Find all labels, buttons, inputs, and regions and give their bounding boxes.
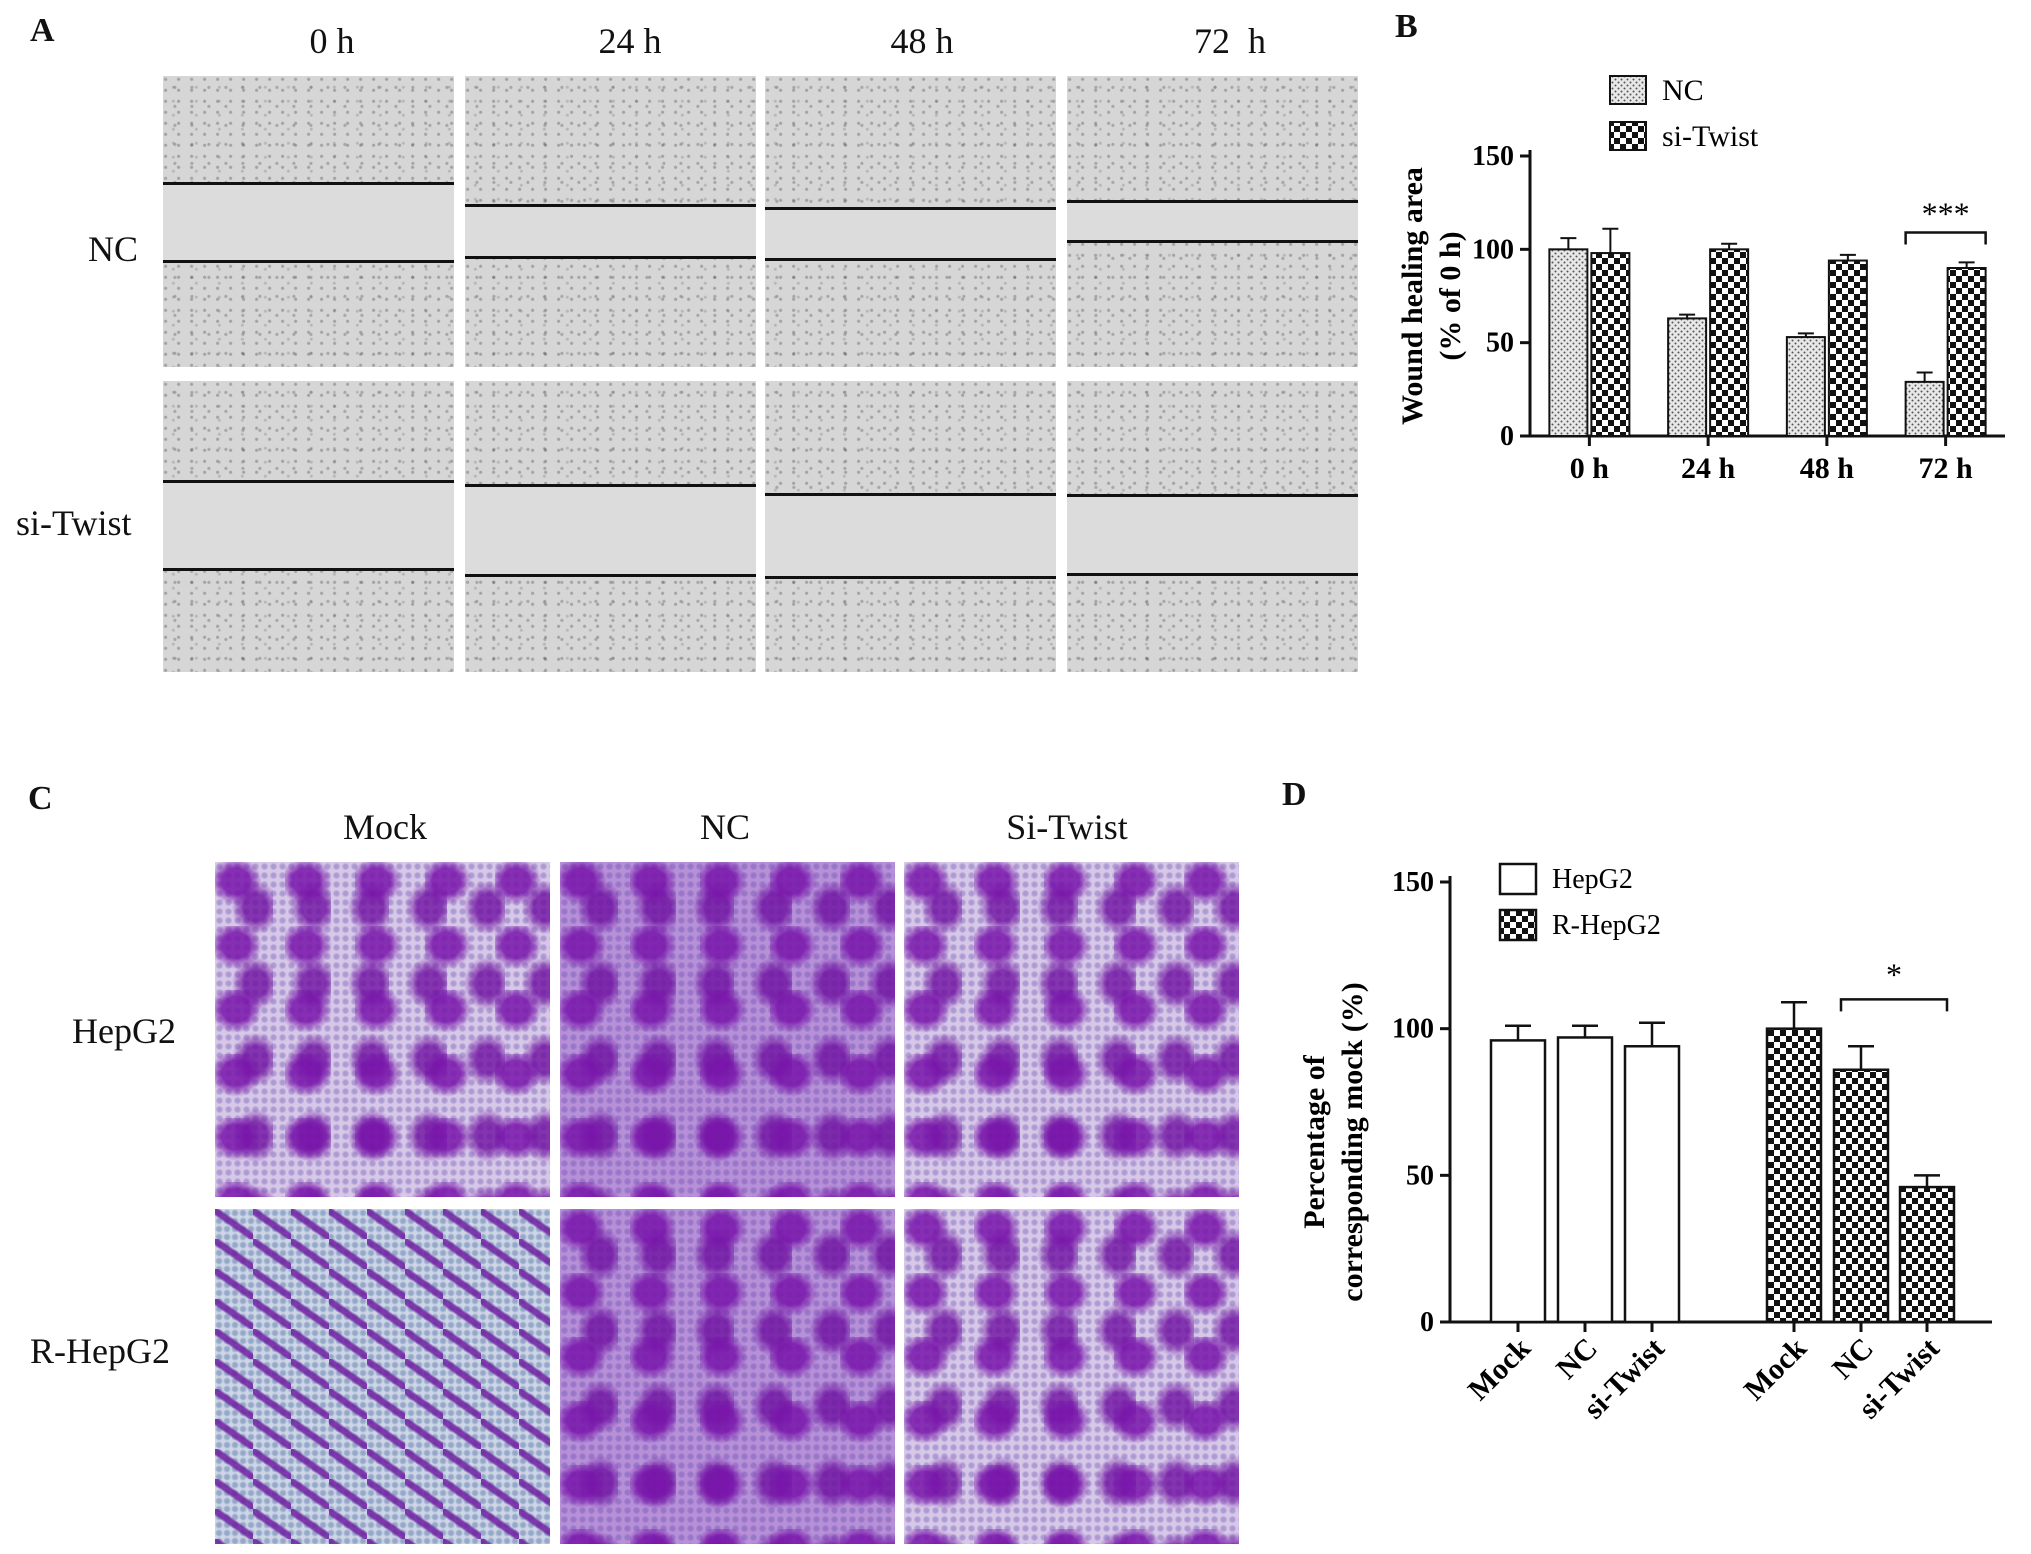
b-significance-bracket <box>1904 231 1987 245</box>
transwell-image-hepg2-si-twist <box>904 862 1239 1197</box>
transwell-image-hepg2-mock <box>215 862 550 1197</box>
panel-c-row-r-hepg2: R-HepG2 <box>30 1331 170 1371</box>
d-bar-r-hepg2-mock <box>1765 1027 1823 1324</box>
d-x-tick-label-nc-4: NC <box>1826 1332 1880 1386</box>
b-bar-nc-48-h <box>1785 336 1826 438</box>
panel-a-row-si-twist: si-Twist <box>16 503 132 543</box>
d-legend-swatch-r-hepg2 <box>1498 908 1538 942</box>
d-bar-hepg2-nc <box>1556 1036 1614 1324</box>
panel-c-row-hepg2: HepG2 <box>72 1011 176 1051</box>
panel-a-row-nc: NC <box>88 229 139 269</box>
panel-a-col-0h: 0 h <box>309 21 355 61</box>
wound-healing-bar-chart: 0 50 100 150 0 h 24 h 48 h 72 h *** Wound healing… <box>1396 74 2005 485</box>
b-legend-swatch-nc <box>1609 75 1647 105</box>
panel-a-col-48h: 48 h <box>890 21 954 61</box>
wound-image-si-twist-48h <box>765 381 1056 672</box>
d-bar-r-hepg2-nc <box>1832 1068 1890 1324</box>
b-y-axis-label-line-2: (% of 0 h) <box>1434 231 1467 360</box>
b-bar-si-twist-0-h <box>1590 252 1631 437</box>
wound-image-nc-48h <box>765 76 1056 367</box>
b-x-tick-label-24-h: 24 h <box>1681 452 1736 485</box>
b-y-tick-label: 0 <box>1500 421 1514 452</box>
d-x-tick-label-nc-1: NC <box>1550 1332 1604 1386</box>
b-x-tick-label-0-h: 0 h <box>1570 452 1610 485</box>
transwell-image-hepg2-nc <box>560 862 895 1197</box>
panel-letter-c: C <box>28 780 53 817</box>
b-y-tick-label: 150 <box>1472 141 1514 172</box>
d-y-axis-label-line-2: corresponding mock (%) <box>1336 982 1369 1301</box>
wound-image-nc-0h <box>163 76 454 367</box>
b-legend-label-nc: NC <box>1662 74 1704 107</box>
transwell-image-r-hepg2-nc <box>560 1209 895 1544</box>
b-legend-label-si-twist: si-Twist <box>1662 120 1759 153</box>
d-y-tick-label: 100 <box>1392 1014 1434 1045</box>
panel-letter-b: B <box>1395 8 1418 45</box>
d-legend-label-r-hepg2: R-HepG2 <box>1552 910 1661 941</box>
b-bar-si-twist-72-h <box>1946 267 1987 437</box>
b-legend-swatch-si-twist <box>1609 121 1647 151</box>
wound-image-si-twist-72h <box>1067 381 1358 672</box>
panel-a-col-72h: 72 h <box>1194 21 1266 61</box>
wound-image-nc-24h <box>465 76 756 367</box>
d-x-tick-label-mock-3: Mock <box>1738 1331 1813 1406</box>
d-y-tick-label: 50 <box>1406 1160 1434 1191</box>
transwell-image-r-hepg2-mock <box>215 1209 550 1544</box>
b-x-tick-label-72-h: 72 h <box>1919 452 1974 485</box>
d-legend-label-hepg2: HepG2 <box>1552 864 1633 895</box>
b-significance-label: *** <box>1922 196 1970 232</box>
panel-c-col-nc: NC <box>699 807 750 847</box>
d-y-tick-label: 150 <box>1392 867 1434 898</box>
b-y-axis-label-line-1: Wound healing area <box>1396 167 1429 425</box>
panel-a-col-24h: 24 h <box>598 21 662 61</box>
panel-letter-a: A <box>30 12 55 49</box>
d-bar-hepg2-mock <box>1489 1039 1547 1324</box>
panel-c-col-si-twist: Si-Twist <box>1006 807 1128 847</box>
b-bar-nc-24-h <box>1667 317 1708 437</box>
b-bar-nc-72-h <box>1904 380 1945 438</box>
wound-image-nc-72h <box>1067 76 1358 367</box>
panel-c-col-mock: Mock <box>343 807 427 847</box>
d-legend-swatch-hepg2 <box>1498 862 1538 896</box>
d-bar-hepg2-si-twist <box>1623 1045 1681 1324</box>
b-bar-si-twist-48-h <box>1827 259 1868 437</box>
d-y-tick-label: 0 <box>1420 1307 1434 1338</box>
b-bar-si-twist-24-h <box>1709 248 1750 437</box>
d-significance-label: * <box>1886 956 1902 992</box>
panel-letter-d: D <box>1282 776 1307 813</box>
d-x-tick-label-mock-0: Mock <box>1462 1331 1537 1406</box>
d-bar-r-hepg2-si-twist <box>1898 1185 1956 1324</box>
d-y-axis-label-line-1: Percentage of <box>1298 1054 1331 1229</box>
transwell-image-r-hepg2-si-twist <box>904 1209 1239 1544</box>
b-x-tick-label-48-h: 48 h <box>1800 452 1855 485</box>
wound-image-si-twist-0h <box>163 381 454 672</box>
d-significance-bracket <box>1839 998 1949 1012</box>
b-y-tick-label: 100 <box>1472 234 1514 265</box>
b-bar-nc-0-h <box>1548 248 1589 437</box>
b-y-tick-label: 50 <box>1486 328 1514 359</box>
wound-image-si-twist-24h <box>465 381 756 672</box>
